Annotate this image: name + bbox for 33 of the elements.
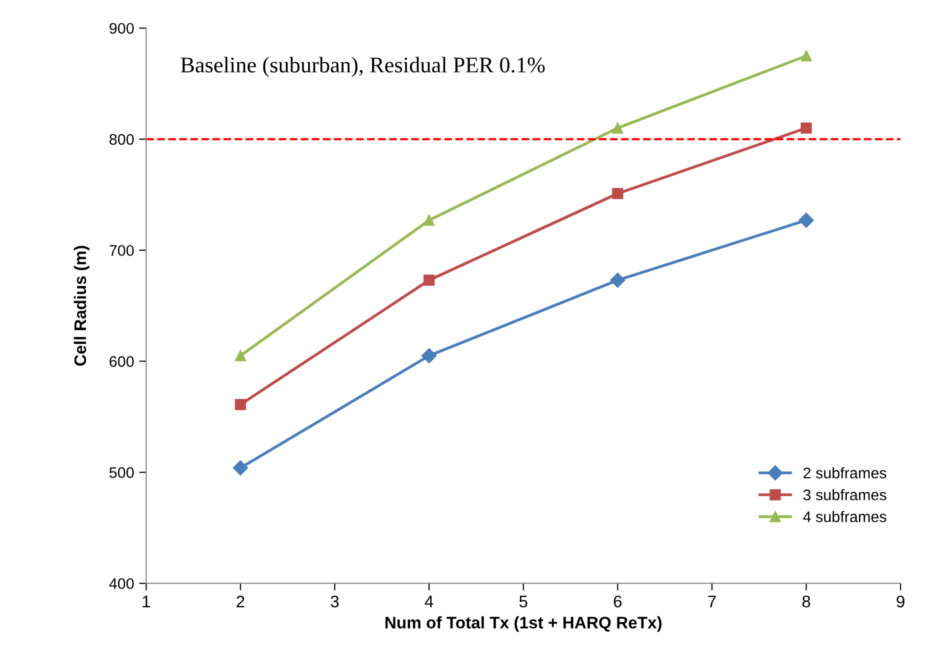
point (424, 274, 435, 286)
y-tick-label: 400 (109, 578, 134, 590)
legend-label: 3 subframes (803, 489, 886, 500)
x-tick-label: 5 (519, 596, 528, 608)
point (421, 348, 437, 364)
y-axis-title: Cell Radius (m) (74, 246, 90, 366)
point (800, 50, 812, 62)
y-tick-label: 900 (110, 22, 134, 34)
point (234, 399, 246, 410)
y-tick-label: 500 (109, 467, 134, 478)
x-tick-label: 9 (896, 596, 904, 608)
x-tick-label: 1 (142, 596, 150, 608)
point (424, 214, 435, 226)
y-tick-label: 600 (110, 356, 134, 367)
y-tick-label: 700 (110, 245, 134, 256)
point (232, 460, 248, 476)
point (234, 350, 246, 362)
x-axis-title: Num of Total Tx (1st + HARQ ReTx) (386, 616, 662, 632)
legend-label: 4 subframes (803, 510, 886, 522)
x-tick-label: 2 (236, 596, 244, 608)
x-tick-label: 7 (708, 596, 716, 608)
x-tick-label: 4 (424, 596, 434, 608)
y-tick-label: 800 (110, 134, 134, 145)
x-tick-label: 8 (802, 596, 810, 608)
point (610, 272, 626, 288)
point (798, 212, 814, 228)
point (612, 122, 624, 134)
annotation: Baseline (suburban), Residual PER 0.1% (180, 56, 545, 78)
x-tick-label: 3 (330, 596, 339, 608)
legend-label: 2 subframes (804, 467, 886, 478)
point (612, 188, 624, 200)
point (800, 122, 812, 134)
x-tick-label: 6 (614, 596, 622, 608)
